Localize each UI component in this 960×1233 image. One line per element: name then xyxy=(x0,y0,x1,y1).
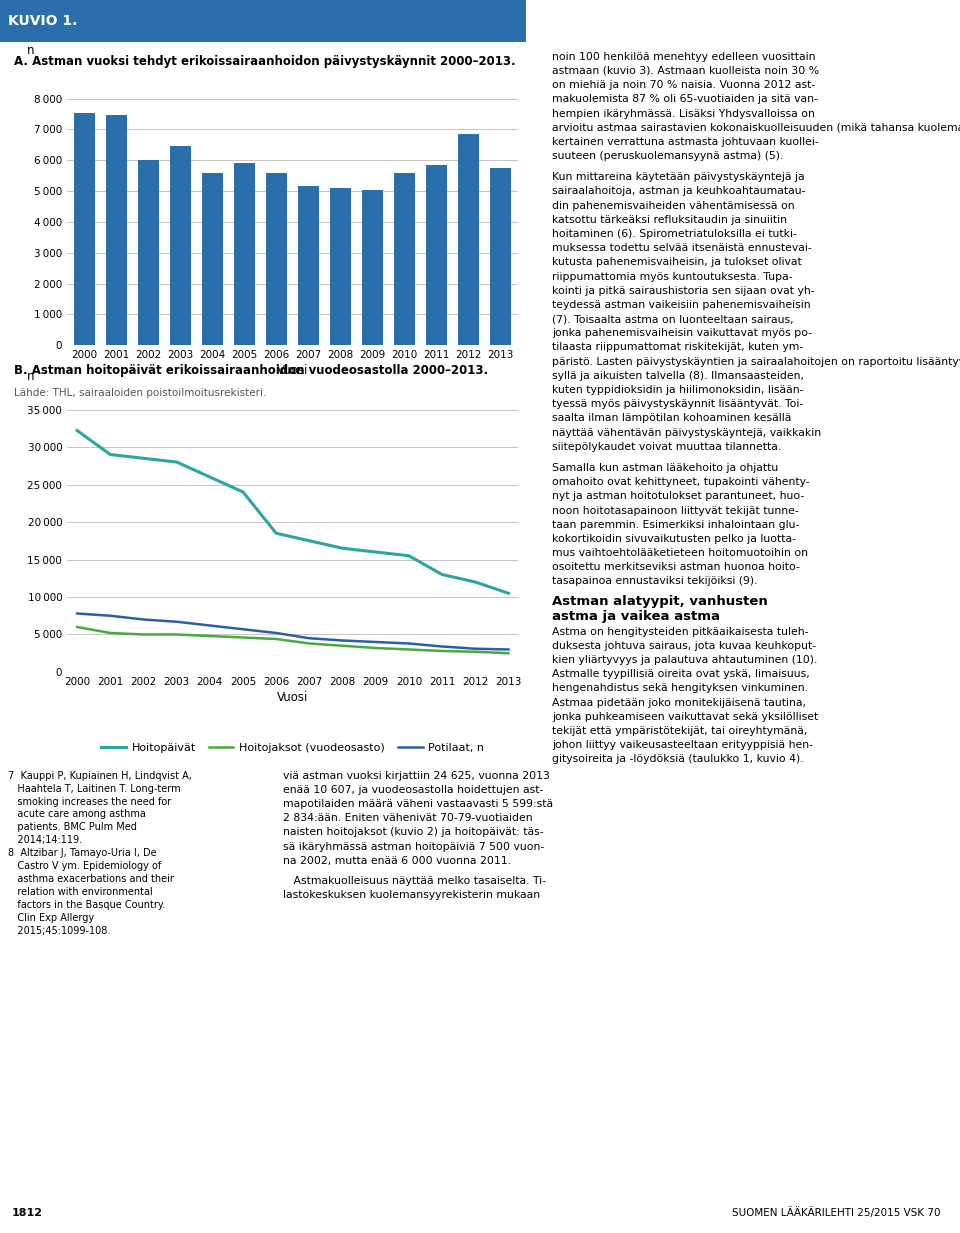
Text: kien yliärtyvyys ja palautuva ahtautuminen (10).: kien yliärtyvyys ja palautuva ahtautumin… xyxy=(552,655,817,665)
Text: kokortikoidin sivuvaikutusten pelko ja luotta-: kokortikoidin sivuvaikutusten pelko ja l… xyxy=(552,534,796,544)
Text: Castro V ym. Epidemiology of: Castro V ym. Epidemiology of xyxy=(8,862,161,872)
Text: (7). Toisaalta astma on luonteeltaan sairaus,: (7). Toisaalta astma on luonteeltaan sai… xyxy=(552,314,794,324)
Text: päristö. Lasten päivystyskäyntien ja sairaalahoitojen on raportoitu lisääntyvän : päristö. Lasten päivystyskäyntien ja sai… xyxy=(552,356,960,366)
Text: noon hoitotasapainoon liittyvät tekijät tunne-: noon hoitotasapainoon liittyvät tekijät … xyxy=(552,506,799,515)
Bar xyxy=(491,168,512,345)
Text: suuteen (peruskuolemansyynä astma) (5).: suuteen (peruskuolemansyynä astma) (5). xyxy=(552,150,783,162)
Text: teydessä astman vaikeisiin pahenemisvaiheisin: teydessä astman vaikeisiin pahenemisvaih… xyxy=(552,300,810,309)
Text: nyt ja astman hoitotulokset parantuneet, huo-: nyt ja astman hoitotulokset parantuneet,… xyxy=(552,491,804,502)
Text: viä astman vuoksi kirjattiin 24 625, vuonna 2013: viä astman vuoksi kirjattiin 24 625, vuo… xyxy=(283,771,550,780)
Text: kutusta pahenemisvaiheisin, ja tulokset olivat: kutusta pahenemisvaiheisin, ja tulokset … xyxy=(552,258,802,268)
Text: on miehiä ja noin 70 % naisia. Vuonna 2012 ast-: on miehiä ja noin 70 % naisia. Vuonna 20… xyxy=(552,80,815,90)
Text: Kun mittareina käytetään päivystyskäyntejä ja: Kun mittareina käytetään päivystyskäynte… xyxy=(552,173,804,182)
Text: Astmaa pidetään joko monitekijäisenä tautina,: Astmaa pidetään joko monitekijäisenä tau… xyxy=(552,698,806,708)
Bar xyxy=(75,112,95,345)
Text: duksesta johtuva sairaus, jota kuvaa keuhkoput-: duksesta johtuva sairaus, jota kuvaa keu… xyxy=(552,641,816,651)
Text: siitepölykaudet voivat muuttaa tilannetta.: siitepölykaudet voivat muuttaa tilannett… xyxy=(552,441,781,451)
Y-axis label: n: n xyxy=(27,370,35,383)
Text: 2015;45:1099-108.: 2015;45:1099-108. xyxy=(8,926,110,936)
Text: kertainen verrattuna astmasta johtuvaan kuollei-: kertainen verrattuna astmasta johtuvaan … xyxy=(552,137,819,147)
Text: johon liittyy vaikeusasteeltaan erityyppisiä hen-: johon liittyy vaikeusasteeltaan erityypp… xyxy=(552,740,813,750)
X-axis label: Vuosi: Vuosi xyxy=(277,690,308,704)
Text: muksessa todettu selvää itsenäistä ennustevai-: muksessa todettu selvää itsenäistä ennus… xyxy=(552,243,812,253)
Text: jonka pahenemisvaiheisin vaikuttavat myös po-: jonka pahenemisvaiheisin vaikuttavat myö… xyxy=(552,328,812,338)
X-axis label: Vuosi: Vuosi xyxy=(277,364,308,377)
Text: tyessä myös päivystyskäynnit lisääntyvät. Toi-: tyessä myös päivystyskäynnit lisääntyvät… xyxy=(552,399,804,409)
Text: näyttää vähentävän päivystyskäyntejä, vaikkakin: näyttää vähentävän päivystyskäyntejä, va… xyxy=(552,428,821,438)
Text: tilaasta riippumattomat riskitekijät, kuten ym-: tilaasta riippumattomat riskitekijät, ku… xyxy=(552,343,804,353)
Text: mus vaihtoehtolääketieteen hoitomuotoihin on: mus vaihtoehtolääketieteen hoitomuotoihi… xyxy=(552,547,808,559)
Text: noin 100 henkilöä menehtyy edelleen vuosittain: noin 100 henkilöä menehtyy edelleen vuos… xyxy=(552,52,815,62)
Bar xyxy=(395,173,416,345)
Text: arvioitu astmaa sairastavien kokonaiskuolleisuuden (mikä tahansa kuolemansyy) ol: arvioitu astmaa sairastavien kokonaiskuo… xyxy=(552,122,960,133)
Legend: Hoitopäivät, Hoitojaksot (vuodeosasto), Potilaat, n: Hoitopäivät, Hoitojaksot (vuodeosasto), … xyxy=(97,739,489,757)
Text: SUOMEN LÄÄKÄRILEHTI 25/2015 VSK 70: SUOMEN LÄÄKÄRILEHTI 25/2015 VSK 70 xyxy=(732,1207,941,1218)
Bar xyxy=(138,160,159,345)
Text: KUVIO 1.: KUVIO 1. xyxy=(8,14,77,28)
Text: Astma on hengitysteiden pitkäaikaisesta tuleh-: Astma on hengitysteiden pitkäaikaisesta … xyxy=(552,626,808,636)
Bar xyxy=(330,187,351,345)
Text: 2014;14:119.: 2014;14:119. xyxy=(8,836,82,846)
Text: tasapainoa ennustaviksi tekijöiksi (9).: tasapainoa ennustaviksi tekijöiksi (9). xyxy=(552,576,757,587)
Text: Astman alatyypit, vanhusten: Astman alatyypit, vanhusten xyxy=(552,594,768,608)
Text: katsottu tärkeäksi refluksitaudin ja sinuiitin: katsottu tärkeäksi refluksitaudin ja sin… xyxy=(552,215,787,224)
Text: hoitaminen (6). Spirometriatuloksilla ei tutki-: hoitaminen (6). Spirometriatuloksilla ei… xyxy=(552,229,797,239)
Text: Haahtela T, Laitinen T. Long-term: Haahtela T, Laitinen T. Long-term xyxy=(8,784,180,794)
Text: Samalla kun astman lääkehoito ja ohjattu: Samalla kun astman lääkehoito ja ohjattu xyxy=(552,462,779,473)
Text: enää 10 607, ja vuodeosastolla hoidettujen ast-: enää 10 607, ja vuodeosastolla hoidettuj… xyxy=(283,785,543,795)
Text: B. Astman hoitopäivät erikoissairaanhoidon vuodeosastolla 2000–2013.: B. Astman hoitopäivät erikoissairaanhoid… xyxy=(14,364,489,377)
Text: Astmalle tyypillisiä oireita ovat yskä, limaisuus,: Astmalle tyypillisiä oireita ovat yskä, … xyxy=(552,670,809,679)
Text: makuolemista 87 % oli 65-vuotiaiden ja sitä van-: makuolemista 87 % oli 65-vuotiaiden ja s… xyxy=(552,94,818,105)
Bar xyxy=(203,173,223,345)
Text: 2 834:ään. Eniten vähenivät 70-79-vuotiaiden: 2 834:ään. Eniten vähenivät 70-79-vuotia… xyxy=(283,814,533,824)
Text: taan paremmin. Esimerkiksi inhalointaan glu-: taan paremmin. Esimerkiksi inhalointaan … xyxy=(552,519,800,530)
Text: gitysoireita ja -löydöksiä (taulukko 1, kuvio 4).: gitysoireita ja -löydöksiä (taulukko 1, … xyxy=(552,755,804,764)
Text: syllä ja aikuisten talvella (8). Ilmansaasteiden,: syllä ja aikuisten talvella (8). Ilmansa… xyxy=(552,371,804,381)
Text: hengenahdistus sekä hengityksen vinkuminen.: hengenahdistus sekä hengityksen vinkumin… xyxy=(552,683,808,693)
Bar xyxy=(234,163,255,345)
Text: A. Astman vuoksi tehdyt erikoissairaanhoidon päivystyskäynnit 2000–2013.: A. Astman vuoksi tehdyt erikoissairaanho… xyxy=(14,55,516,69)
Text: acute care among asthma: acute care among asthma xyxy=(8,810,146,820)
Text: kuten typpidioksidin ja hiilimonoksidin, lisään-: kuten typpidioksidin ja hiilimonoksidin,… xyxy=(552,385,804,395)
Text: kointi ja pitkä sairaushistoria sen sijaan ovat yh-: kointi ja pitkä sairaushistoria sen sija… xyxy=(552,286,815,296)
Text: relation with environmental: relation with environmental xyxy=(8,888,153,898)
Text: asthma exacerbations and their: asthma exacerbations and their xyxy=(8,874,174,884)
Bar xyxy=(107,115,127,345)
Text: factors in the Basque Country.: factors in the Basque Country. xyxy=(8,900,165,910)
Text: Lähde: THL, sairaaloiden poistoilmoitusrekisteri.: Lähde: THL, sairaaloiden poistoilmoitusr… xyxy=(14,388,267,398)
Bar xyxy=(266,173,287,345)
Bar xyxy=(363,190,383,345)
Text: osoitettu merkitseviksi astman huonoa hoito-: osoitettu merkitseviksi astman huonoa ho… xyxy=(552,562,800,572)
Text: patients. BMC Pulm Med: patients. BMC Pulm Med xyxy=(8,822,136,832)
Text: smoking increases the need for: smoking increases the need for xyxy=(8,797,171,806)
Bar xyxy=(426,165,447,345)
Text: na 2002, mutta enää 6 000 vuonna 2011.: na 2002, mutta enää 6 000 vuonna 2011. xyxy=(283,856,511,866)
Text: hempien ikäryhmässä. Lisäksi Yhdysvalloissa on: hempien ikäryhmässä. Lisäksi Yhdysvalloi… xyxy=(552,109,815,118)
Y-axis label: n: n xyxy=(27,43,35,57)
Text: din pahenemisvaiheiden vähentämisessä on: din pahenemisvaiheiden vähentämisessä on xyxy=(552,201,795,211)
Text: 7  Kauppi P, Kupiainen H, Lindqvist A,: 7 Kauppi P, Kupiainen H, Lindqvist A, xyxy=(8,771,192,780)
Bar xyxy=(459,134,479,345)
Text: Clin Exp Allergy: Clin Exp Allergy xyxy=(8,914,94,924)
Text: sairaalahoitoja, astman ja keuhkoahtaumatau-: sairaalahoitoja, astman ja keuhkoahtauma… xyxy=(552,186,805,196)
Text: naisten hoitojaksot (kuvio 2) ja hoitopäivät: täs-: naisten hoitojaksot (kuvio 2) ja hoitopä… xyxy=(283,827,543,837)
Bar xyxy=(171,147,191,345)
Text: tekijät että ympäristötekijät, tai oireyhtymänä,: tekijät että ympäristötekijät, tai oirey… xyxy=(552,726,807,736)
Text: 8  Altzibar J, Tamayo-Uria I, De: 8 Altzibar J, Tamayo-Uria I, De xyxy=(8,848,156,858)
Text: astmaan (kuvio 3). Astmaan kuolleista noin 30 %: astmaan (kuvio 3). Astmaan kuolleista no… xyxy=(552,65,819,76)
Text: sä ikäryhmässä astman hoitopäiviä 7 500 vuon-: sä ikäryhmässä astman hoitopäiviä 7 500 … xyxy=(283,841,544,852)
Text: lastokeskuksen kuolemansyyrekisterin mukaan: lastokeskuksen kuolemansyyrekisterin muk… xyxy=(283,890,540,900)
Text: riippumattomia myös kuntoutuksesta. Tupa-: riippumattomia myös kuntoutuksesta. Tupa… xyxy=(552,271,793,281)
Text: Astmakuolleisuus näyttää melko tasaiselta. Ti-: Astmakuolleisuus näyttää melko tasaiselt… xyxy=(283,877,546,887)
Text: omahoito ovat kehittyneet, tupakointi vähenty-: omahoito ovat kehittyneet, tupakointi vä… xyxy=(552,477,809,487)
Text: 1812: 1812 xyxy=(12,1208,42,1218)
Text: astma ja vaikea astma: astma ja vaikea astma xyxy=(552,610,720,623)
Text: saalta ilman lämpötilan kohoaminen kesällä: saalta ilman lämpötilan kohoaminen kesäl… xyxy=(552,413,791,423)
Bar xyxy=(299,186,319,345)
Text: mapotilaiden määrä väheni vastaavasti 5 599:stä: mapotilaiden määrä väheni vastaavasti 5 … xyxy=(283,799,553,809)
Text: jonka puhkeamiseen vaikuttavat sekä yksilölliset: jonka puhkeamiseen vaikuttavat sekä yksi… xyxy=(552,711,818,721)
